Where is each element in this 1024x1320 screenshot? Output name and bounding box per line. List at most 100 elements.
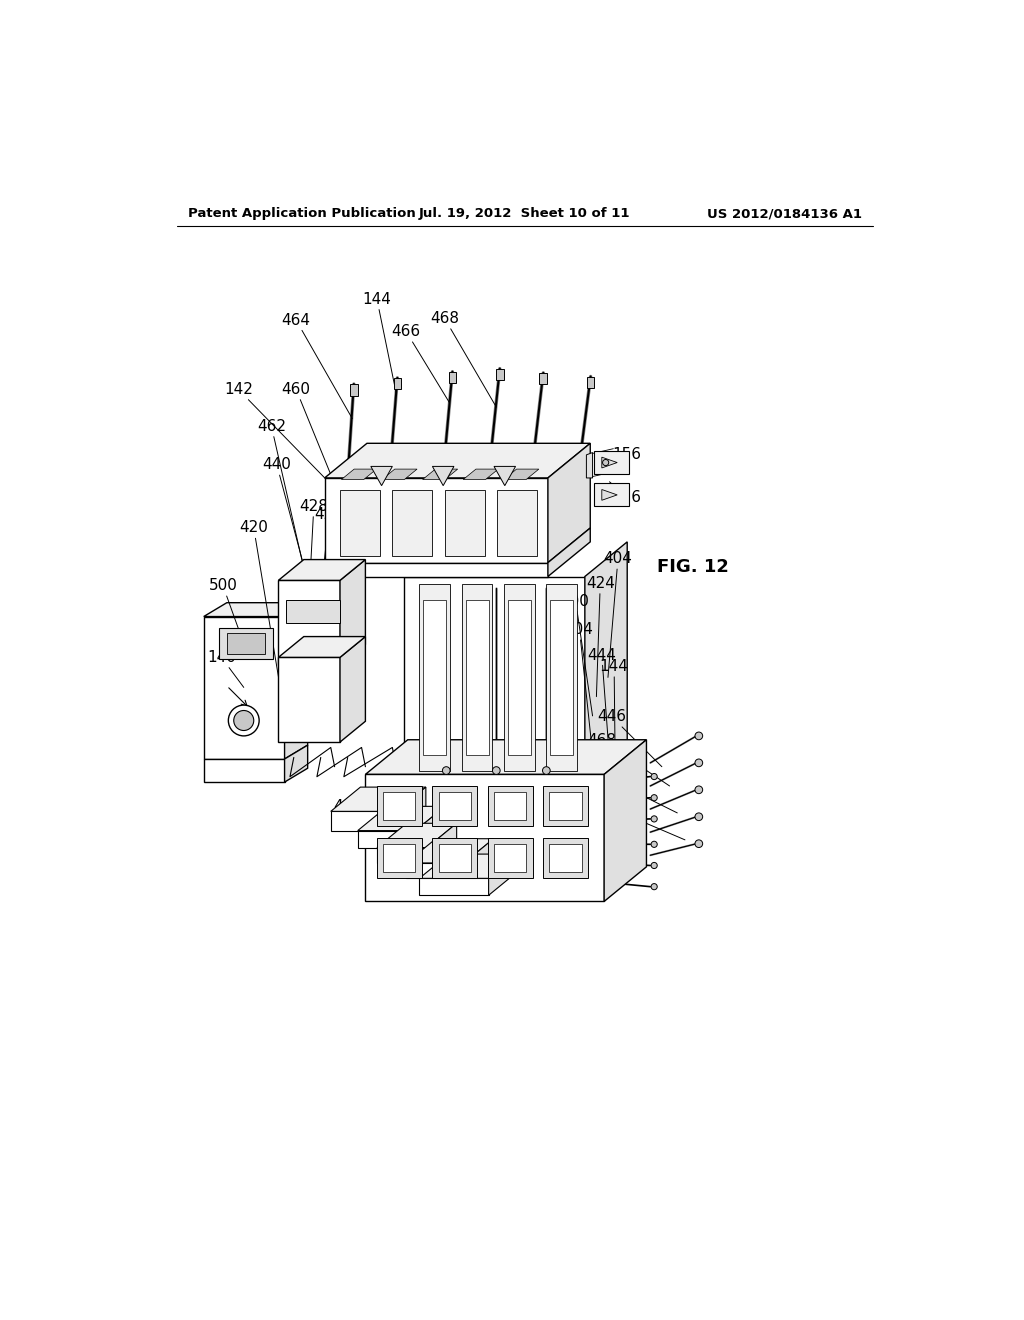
Polygon shape — [423, 599, 446, 755]
Text: 420: 420 — [240, 520, 283, 700]
Polygon shape — [396, 787, 426, 830]
Polygon shape — [393, 378, 401, 389]
Text: Jul. 19, 2012  Sheet 10 of 11: Jul. 19, 2012 Sheet 10 of 11 — [419, 207, 631, 220]
Text: 464: 464 — [582, 766, 677, 813]
Circle shape — [695, 759, 702, 767]
Polygon shape — [494, 466, 515, 486]
Polygon shape — [383, 845, 416, 873]
Polygon shape — [383, 792, 416, 820]
Polygon shape — [366, 739, 646, 775]
Text: Patent Application Publication: Patent Application Publication — [188, 207, 416, 220]
Polygon shape — [544, 785, 588, 826]
Polygon shape — [496, 368, 504, 380]
Text: 156: 156 — [609, 447, 642, 462]
Text: 140: 140 — [207, 649, 244, 688]
Polygon shape — [219, 628, 273, 659]
Polygon shape — [508, 599, 531, 755]
Text: 462: 462 — [333, 799, 362, 818]
Polygon shape — [594, 451, 629, 474]
Text: US 2012/0184136 A1: US 2012/0184136 A1 — [707, 207, 862, 220]
Polygon shape — [286, 599, 340, 623]
Polygon shape — [340, 636, 366, 742]
Polygon shape — [497, 490, 538, 557]
Polygon shape — [427, 824, 457, 863]
Circle shape — [695, 813, 702, 821]
Polygon shape — [587, 453, 593, 478]
Polygon shape — [494, 792, 526, 820]
Circle shape — [651, 862, 657, 869]
Polygon shape — [350, 384, 357, 396]
Circle shape — [651, 795, 657, 801]
Circle shape — [651, 816, 657, 822]
Text: 446: 446 — [597, 709, 662, 767]
Polygon shape — [357, 830, 416, 847]
Text: 500: 500 — [209, 578, 244, 644]
Polygon shape — [325, 562, 548, 577]
Polygon shape — [550, 792, 582, 820]
Text: 464: 464 — [282, 313, 352, 418]
Polygon shape — [341, 469, 377, 479]
Polygon shape — [403, 577, 585, 779]
Polygon shape — [340, 490, 380, 557]
Circle shape — [493, 767, 500, 775]
Circle shape — [695, 733, 702, 739]
Text: 460: 460 — [367, 834, 400, 854]
Polygon shape — [487, 785, 532, 826]
Polygon shape — [504, 469, 539, 479]
Text: 504: 504 — [565, 622, 594, 739]
Polygon shape — [432, 785, 477, 826]
Text: 444: 444 — [588, 648, 616, 789]
Text: FIG. 12: FIG. 12 — [656, 557, 729, 576]
Polygon shape — [377, 824, 457, 847]
Polygon shape — [366, 775, 604, 902]
Polygon shape — [438, 845, 471, 873]
Text: 142: 142 — [224, 381, 331, 484]
Polygon shape — [419, 878, 488, 895]
Polygon shape — [419, 854, 518, 878]
Polygon shape — [550, 845, 582, 873]
Polygon shape — [331, 787, 426, 812]
Text: 428: 428 — [299, 499, 329, 665]
Polygon shape — [464, 838, 494, 878]
Circle shape — [651, 883, 657, 890]
Polygon shape — [432, 838, 477, 878]
Polygon shape — [594, 483, 629, 507]
Text: 142: 142 — [586, 796, 685, 840]
Circle shape — [228, 705, 259, 737]
Polygon shape — [285, 603, 307, 759]
Text: 144: 144 — [600, 659, 629, 805]
Polygon shape — [371, 466, 392, 486]
Polygon shape — [602, 490, 617, 500]
Circle shape — [695, 785, 702, 793]
Text: 156: 156 — [609, 482, 642, 504]
Polygon shape — [285, 744, 307, 781]
Polygon shape — [463, 469, 499, 479]
Polygon shape — [377, 785, 422, 826]
Text: 466: 466 — [391, 325, 450, 403]
Polygon shape — [466, 599, 488, 755]
Text: 460: 460 — [282, 381, 340, 498]
Polygon shape — [419, 585, 451, 771]
Polygon shape — [279, 636, 366, 657]
Polygon shape — [550, 599, 573, 755]
Circle shape — [695, 840, 702, 847]
Text: 468: 468 — [588, 733, 670, 785]
Polygon shape — [604, 739, 646, 902]
Polygon shape — [504, 585, 535, 771]
Polygon shape — [407, 863, 464, 878]
Circle shape — [651, 774, 657, 780]
Polygon shape — [487, 838, 532, 878]
Polygon shape — [423, 469, 458, 479]
Polygon shape — [544, 838, 588, 878]
Polygon shape — [392, 490, 432, 557]
Text: 466: 466 — [348, 820, 385, 837]
Polygon shape — [585, 543, 628, 779]
Polygon shape — [377, 838, 422, 878]
Text: 440: 440 — [398, 851, 433, 869]
Polygon shape — [204, 616, 285, 759]
Polygon shape — [548, 528, 590, 577]
Polygon shape — [325, 478, 548, 562]
Polygon shape — [357, 807, 445, 830]
Polygon shape — [449, 372, 457, 383]
Circle shape — [651, 841, 657, 847]
